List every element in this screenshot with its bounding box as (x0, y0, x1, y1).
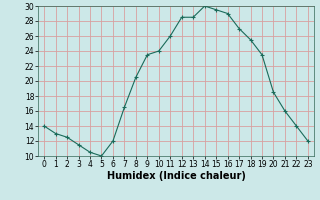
X-axis label: Humidex (Indice chaleur): Humidex (Indice chaleur) (107, 171, 245, 181)
